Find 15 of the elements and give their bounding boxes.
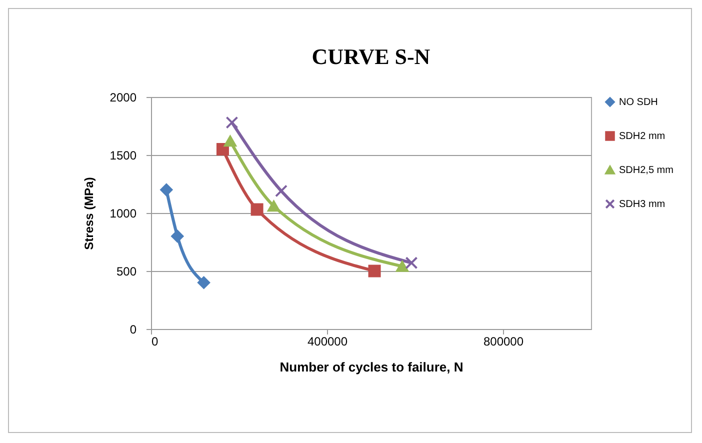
legend-label: SDH2 mm <box>619 131 666 142</box>
x-tick-label: 0 <box>152 334 158 348</box>
y-tick-label: 0 <box>130 322 137 336</box>
y-tick-label: 2000 <box>110 90 137 104</box>
chart-title: CURVE S-N <box>312 44 430 69</box>
x-axis-title: Number of cycles to failure, N <box>280 360 464 374</box>
y-tick-label: 1000 <box>110 206 137 220</box>
x-tick-label: 400000 <box>307 334 348 348</box>
legend-label: SDH3 mm <box>619 199 666 210</box>
y-tick-label: 500 <box>116 264 137 278</box>
y-axis-title: Stress (MPa) <box>82 177 96 250</box>
legend-label: NO SDH <box>619 97 658 108</box>
x-tick-label: 800000 <box>483 334 524 348</box>
legend-label: SDH2,5 mm <box>619 165 674 176</box>
y-tick-label: 1500 <box>110 148 137 162</box>
